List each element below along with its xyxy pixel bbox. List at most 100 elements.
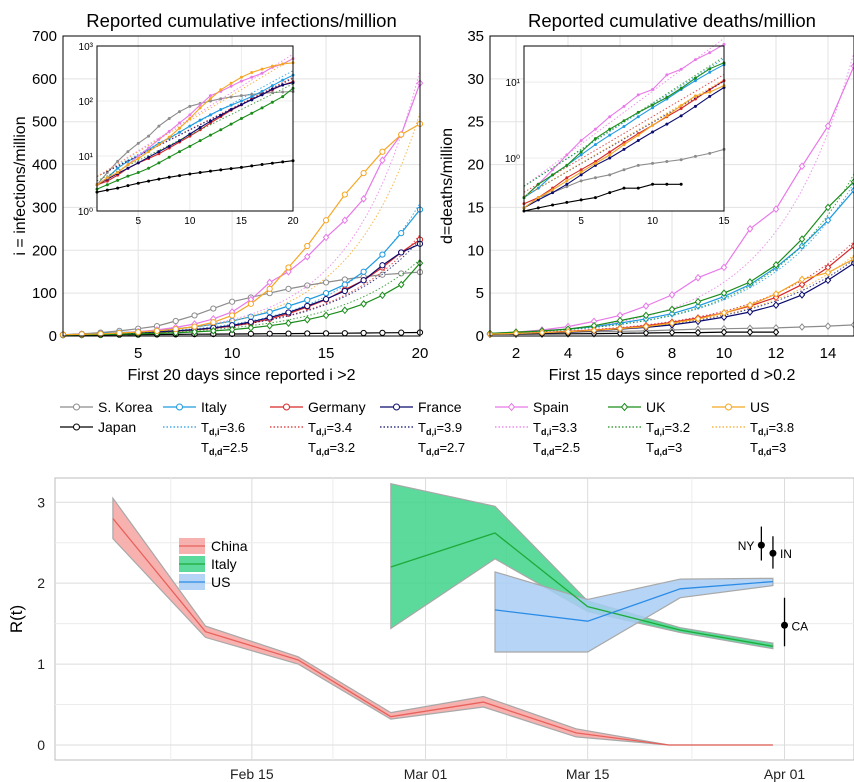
inset-data-point-uk bbox=[219, 128, 223, 132]
data-point-italy bbox=[266, 308, 273, 316]
y-tick-label: 20 bbox=[467, 157, 484, 174]
inset-data-point-uk bbox=[551, 173, 555, 177]
inset-series-line-us bbox=[96, 62, 294, 186]
inset-data-point-uk bbox=[281, 95, 285, 99]
data-point-uk bbox=[668, 305, 676, 314]
data-point-spain bbox=[668, 290, 676, 299]
inset-data-point-us bbox=[693, 94, 697, 98]
inset-data-point-s-korea bbox=[250, 92, 254, 96]
data-point-uk bbox=[360, 299, 367, 308]
data-point-us bbox=[694, 314, 702, 323]
inset-data-point-france bbox=[229, 108, 233, 112]
data-point-uk bbox=[397, 280, 405, 289]
data-point-s-korea bbox=[341, 276, 348, 283]
inset-data-point-japan bbox=[636, 186, 640, 190]
legend-doubling-infections-italy: Td,i=3.6 bbox=[201, 420, 245, 437]
inset-data-point-spain bbox=[250, 75, 254, 79]
inset-data-point-france bbox=[281, 83, 285, 87]
legend-subscript: d,d bbox=[316, 447, 330, 457]
inset-frame bbox=[96, 45, 294, 212]
data-point-us bbox=[135, 329, 142, 336]
data-point-uk bbox=[824, 203, 832, 212]
inset-data-point-japan bbox=[229, 167, 233, 171]
data-point-spain bbox=[379, 156, 386, 165]
inset-data-point-uk bbox=[239, 117, 243, 121]
inset-data-point-france bbox=[136, 161, 140, 165]
inset-data-point-spain bbox=[147, 146, 151, 150]
legend-doubling-value: =3.8 bbox=[768, 420, 794, 435]
y-tick-label: 100 bbox=[32, 285, 57, 302]
x-tick-label: 6 bbox=[616, 345, 624, 362]
inset-data-point-s-korea bbox=[679, 158, 683, 162]
legend-marker-germany bbox=[283, 403, 290, 411]
data-point-us bbox=[746, 301, 754, 310]
inset-data-point-france bbox=[622, 147, 626, 151]
data-point-japan bbox=[360, 329, 367, 337]
x-tick-label: 8 bbox=[668, 345, 676, 362]
inset-data-point-italy bbox=[178, 130, 182, 134]
legend-subscript: d,i bbox=[541, 427, 552, 437]
inset-data-point-spain bbox=[188, 113, 192, 117]
y-tick-label: 5 bbox=[476, 285, 484, 302]
inset-data-point-s-korea bbox=[157, 124, 161, 128]
legend-label-japan: Japan bbox=[98, 419, 136, 435]
inset-data-point-japan bbox=[281, 160, 285, 164]
inset-data-point-uk bbox=[593, 137, 597, 141]
x-tick-label: 5 bbox=[134, 345, 142, 362]
inset-data-point-us bbox=[551, 188, 555, 192]
legend-top: S. Korea Japan Italy Td,i=3.6 Td,d=2.5 German… bbox=[60, 399, 794, 457]
inset-data-point-uk bbox=[229, 122, 233, 126]
data-point-us bbox=[266, 285, 273, 292]
data-point-italy bbox=[341, 281, 348, 288]
inset-data-point-spain bbox=[229, 84, 233, 88]
series-line-germany bbox=[62, 239, 421, 336]
x-tick-label: 2 bbox=[512, 345, 520, 362]
inset-data-point-japan bbox=[219, 168, 223, 172]
data-point-france bbox=[322, 296, 330, 303]
data-point-us bbox=[668, 319, 676, 328]
inset-data-point-uk bbox=[147, 166, 151, 170]
inset-data-point-s-korea bbox=[665, 159, 669, 163]
inset-data-point-spain bbox=[693, 58, 697, 62]
data-point-france bbox=[266, 314, 273, 321]
inset-y-tick-label: 10¹ bbox=[79, 152, 94, 163]
data-point-italy bbox=[850, 186, 854, 195]
data-point-us bbox=[398, 131, 405, 138]
inset-data-point-france bbox=[693, 104, 697, 108]
inset-data-point-spain bbox=[136, 154, 140, 158]
inset-data-point-france bbox=[536, 198, 540, 202]
inset-data-point-germany bbox=[579, 168, 583, 172]
data-point-spain bbox=[322, 233, 330, 242]
legend-doubling-value: =3.4 bbox=[326, 420, 352, 435]
x-tick-label: Apr 01 bbox=[764, 766, 805, 782]
data-point-italy bbox=[360, 268, 367, 275]
inset-data-point-italy bbox=[651, 106, 655, 110]
legend-doubling-value: =2.5 bbox=[222, 440, 248, 455]
inset-data-point-japan bbox=[622, 186, 626, 190]
inset-data-point-spain bbox=[565, 153, 569, 157]
inset-data-point-italy bbox=[608, 133, 612, 137]
data-point-italy bbox=[285, 302, 292, 310]
inset-data-point-us bbox=[105, 176, 109, 180]
confidence-band-italy bbox=[390, 482, 774, 650]
data-point-uk bbox=[772, 260, 780, 269]
legend-marker-japan bbox=[73, 423, 80, 431]
inset-data-point-us bbox=[536, 196, 540, 200]
inset-data-point-us bbox=[679, 104, 683, 108]
inset-data-point-france bbox=[219, 113, 223, 117]
inset-data-point-france bbox=[157, 150, 161, 154]
inset-x-tick-label: 20 bbox=[287, 216, 299, 227]
x-tick-label: Feb 15 bbox=[230, 766, 274, 782]
point-estimate-ny bbox=[757, 541, 765, 549]
x-tick-label: 12 bbox=[768, 345, 785, 362]
inset-data-point-italy bbox=[188, 124, 192, 128]
legend-doubling-infections-us: Td,i=3.8 bbox=[750, 420, 794, 437]
data-point-us bbox=[153, 327, 161, 334]
data-point-uk bbox=[720, 289, 728, 298]
inset-data-point-japan bbox=[167, 175, 171, 179]
data-point-s-korea bbox=[191, 312, 198, 319]
legend-label-us: US bbox=[211, 574, 230, 590]
data-point-uk bbox=[642, 311, 650, 320]
inset-data-point-us bbox=[147, 150, 151, 154]
